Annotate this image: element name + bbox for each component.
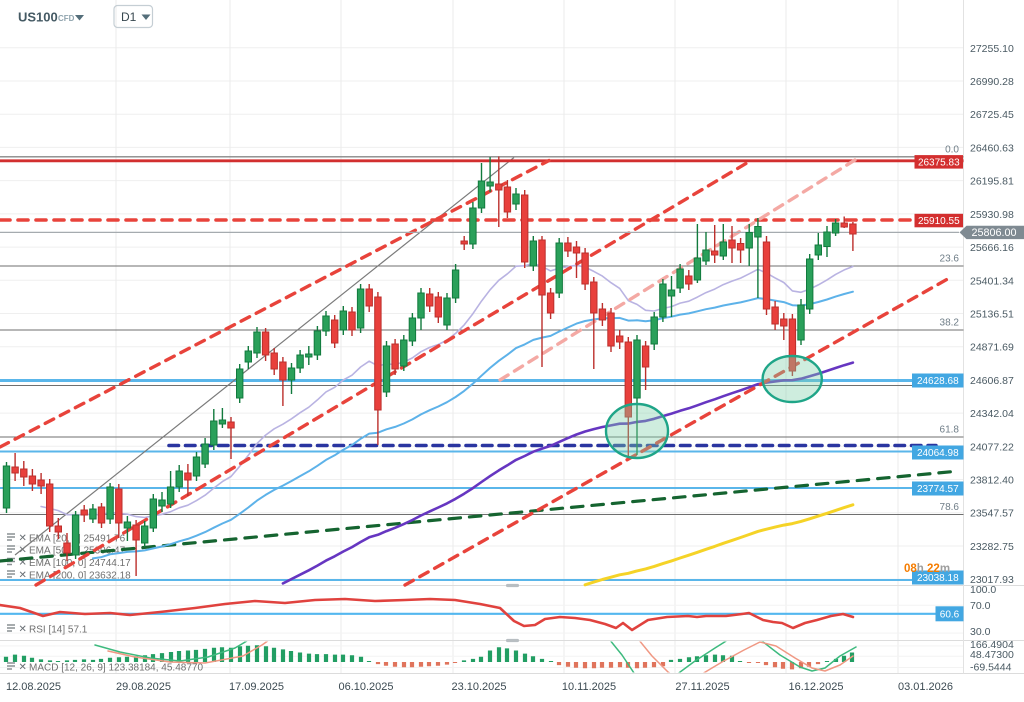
svg-text:70.0: 70.0 bbox=[970, 600, 991, 612]
svg-text:16.12.2025: 16.12.2025 bbox=[788, 681, 843, 693]
svg-text:24628.68: 24628.68 bbox=[917, 376, 959, 387]
svg-text:25136.51: 25136.51 bbox=[970, 309, 1014, 321]
svg-text:23774.57: 23774.57 bbox=[917, 484, 959, 495]
svg-text:24077.22: 24077.22 bbox=[970, 441, 1014, 453]
svg-text:✕: ✕ bbox=[19, 558, 27, 569]
svg-text:25401.34: 25401.34 bbox=[970, 275, 1014, 287]
svg-text:23017.93: 23017.93 bbox=[970, 574, 1014, 586]
svg-text:61.8: 61.8 bbox=[940, 425, 960, 436]
svg-text:US100: US100 bbox=[18, 10, 58, 25]
svg-text:-69.5444: -69.5444 bbox=[970, 661, 1012, 673]
svg-text:48.47300: 48.47300 bbox=[970, 649, 1014, 661]
svg-text:26375.83: 26375.83 bbox=[918, 157, 960, 168]
svg-text:12.08.2025: 12.08.2025 bbox=[6, 681, 61, 693]
svg-text:10.11.2025: 10.11.2025 bbox=[562, 681, 616, 693]
svg-text:08h 22m: 08h 22m bbox=[904, 563, 950, 575]
svg-text:27.11.2025: 27.11.2025 bbox=[675, 681, 729, 693]
svg-text:166.4904: 166.4904 bbox=[970, 639, 1014, 651]
svg-text:60.6: 60.6 bbox=[940, 609, 960, 620]
svg-text:100.0: 100.0 bbox=[970, 584, 996, 596]
svg-text:17.09.2025: 17.09.2025 bbox=[229, 681, 284, 693]
svg-text:23547.57: 23547.57 bbox=[970, 508, 1014, 520]
svg-text:EMA [200, 0] 23632.18: EMA [200, 0] 23632.18 bbox=[29, 571, 131, 582]
svg-text:78.6: 78.6 bbox=[940, 502, 960, 513]
svg-text:23282.75: 23282.75 bbox=[970, 541, 1014, 553]
svg-text:26195.81: 26195.81 bbox=[970, 176, 1014, 188]
svg-text:03.01.2026: 03.01.2026 bbox=[898, 681, 953, 693]
svg-text:27255.10: 27255.10 bbox=[970, 43, 1014, 55]
svg-text:24064.98: 24064.98 bbox=[917, 448, 959, 459]
svg-text:✕: ✕ bbox=[19, 533, 27, 544]
svg-text:23.10.2025: 23.10.2025 bbox=[451, 681, 506, 693]
svg-text:23.6: 23.6 bbox=[940, 254, 960, 265]
svg-text:✕: ✕ bbox=[19, 624, 27, 635]
svg-text:24871.69: 24871.69 bbox=[970, 342, 1014, 354]
svg-text:06.10.2025: 06.10.2025 bbox=[338, 681, 393, 693]
svg-text:29.08.2025: 29.08.2025 bbox=[116, 681, 171, 693]
svg-text:24606.87: 24606.87 bbox=[970, 375, 1014, 387]
svg-text:CFD: CFD bbox=[58, 14, 75, 23]
svg-text:30.0: 30.0 bbox=[970, 626, 991, 638]
svg-text:26725.45: 26725.45 bbox=[970, 109, 1014, 121]
svg-text:✕: ✕ bbox=[19, 545, 27, 556]
svg-text:23812.40: 23812.40 bbox=[970, 475, 1014, 487]
svg-text:26990.28: 26990.28 bbox=[970, 76, 1014, 88]
svg-text:EMA [100, 0] 24744.17: EMA [100, 0] 24744.17 bbox=[29, 558, 131, 569]
svg-text:26460.63: 26460.63 bbox=[970, 142, 1014, 154]
svg-text:23038.18: 23038.18 bbox=[917, 573, 959, 584]
svg-text:D1: D1 bbox=[121, 10, 137, 24]
svg-text:MACD [12, 26, 9] 123.38184, 4: MACD [12, 26, 9] 123.38184, 45.48770 bbox=[29, 663, 203, 674]
svg-text:38.2: 38.2 bbox=[940, 318, 960, 329]
svg-text:25666.16: 25666.16 bbox=[970, 242, 1014, 254]
svg-text:24342.04: 24342.04 bbox=[970, 408, 1014, 420]
svg-text:0.0: 0.0 bbox=[945, 144, 959, 155]
svg-text:25806.00: 25806.00 bbox=[971, 227, 1016, 239]
svg-text:RSI [14] 57.1: RSI [14] 57.1 bbox=[29, 625, 88, 636]
svg-text:25910.55: 25910.55 bbox=[918, 216, 960, 227]
svg-text:✕: ✕ bbox=[19, 662, 27, 673]
svg-text:25930.98: 25930.98 bbox=[970, 209, 1014, 221]
svg-text:✕: ✕ bbox=[19, 570, 27, 581]
